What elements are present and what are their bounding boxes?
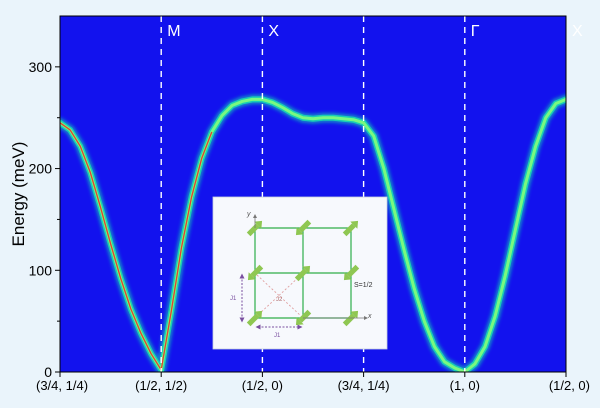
x-tick-label-4: (1, 0) [450,378,480,393]
inset-y-label: y [246,211,251,218]
symmetry-label-1: X [268,23,279,40]
spin-arrow [342,220,359,237]
spin-arrow [342,310,359,327]
y-axis: 0 100 200 300 [29,59,60,380]
j1-horizontal-label: J1 [274,333,281,339]
y-tick-label-1: 100 [29,262,53,278]
spin-arrow [343,264,360,281]
spin-label: S=1/2 [354,282,373,289]
spin-arrow [246,310,263,327]
symmetry-label-4: X [572,23,583,40]
lattice-inset: J2 x y J1 J1 S=1/2 [212,196,388,350]
spin-arrow [295,219,312,236]
y-tick-label-0: 0 [44,364,52,380]
band-core [60,122,213,371]
j2-label: J2 [276,297,283,303]
j1-vertical-label: J1 [230,296,237,302]
symmetry-label-0: M [167,23,180,40]
x-tick-label-2: (1/2, 0) [242,378,283,393]
spin-arrow [294,265,311,282]
y-axis-label: Energy (meV) [9,142,28,247]
x-tick-label-5: (1/2, 0) [549,378,590,393]
plot-frame [59,15,567,373]
symmetry-label-3: Γ [471,23,480,40]
inset-x-label: x [367,313,372,320]
spin-arrows [246,219,360,327]
x-tick-label-1: (1/2, 1/2) [135,378,187,393]
symmetry-lines [160,16,466,372]
y-tick-label-2: 200 [29,161,53,177]
spin-arrow [247,264,264,281]
y-tick-label-3: 300 [29,59,53,75]
spin-arrow [246,220,263,237]
dispersion-band [60,94,566,372]
x-axis: (3/4, 1/4) (1/2, 1/2) (1/2, 0) (3/4, 1/4) (1… [36,372,590,393]
x-tick-label-3: (3/4, 1/4) [338,378,390,393]
x-tick-label-0: (3/4, 1/4) [36,378,88,393]
spin-arrow [295,309,312,326]
